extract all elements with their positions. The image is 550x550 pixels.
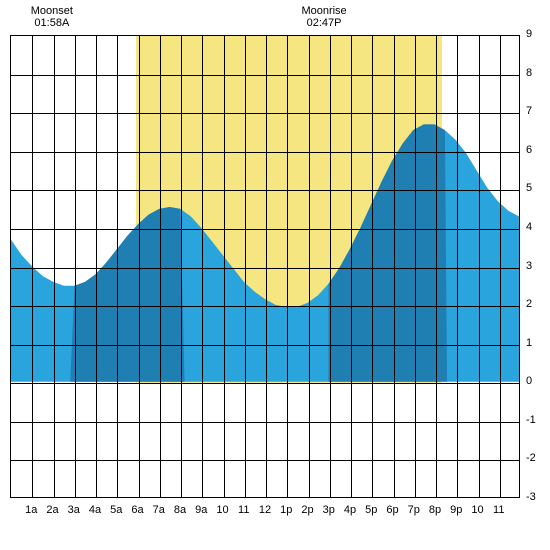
grid-line-v	[181, 36, 182, 497]
annotation-time: 01:58A	[31, 17, 73, 29]
x-tick-label: 11	[493, 504, 504, 516]
grid-line-h	[11, 152, 519, 153]
grid-line-h	[11, 113, 519, 114]
grid-line-v	[202, 36, 203, 497]
y-tick-label: 0	[526, 375, 532, 387]
y-tick-label: 7	[526, 105, 532, 117]
x-tick-label: 3p	[323, 504, 335, 516]
grid-line-h	[11, 345, 519, 346]
x-tick-label: 12	[259, 504, 271, 516]
x-tick-label: 10	[216, 504, 228, 516]
moon-annotation: Moonset01:58A	[31, 5, 73, 29]
y-tick-label: -1	[526, 414, 536, 426]
x-tick-label: 6a	[131, 504, 143, 516]
grid-line-v	[75, 36, 76, 497]
y-tick-label: -2	[526, 452, 536, 464]
grid-line-v	[54, 36, 55, 497]
y-tick-label: -3	[526, 491, 536, 503]
y-tick-label: 6	[526, 144, 532, 156]
grid-line-h	[11, 268, 519, 269]
y-tick-label: 8	[526, 67, 532, 79]
x-tick-label: 5a	[110, 504, 122, 516]
grid-line-v	[436, 36, 437, 497]
grid-line-v	[266, 36, 267, 497]
y-tick-label: 2	[526, 298, 532, 310]
tide-area	[11, 36, 519, 497]
grid-line-h	[11, 229, 519, 230]
x-tick-label: 2p	[301, 504, 313, 516]
grid-line-v	[309, 36, 310, 497]
y-tick-label: 9	[526, 28, 532, 40]
x-tick-label: 7a	[153, 504, 165, 516]
y-tick-label: 3	[526, 260, 532, 272]
grid-line-v	[351, 36, 352, 497]
x-tick-label: 3a	[68, 504, 80, 516]
x-tick-label: 1a	[25, 504, 37, 516]
x-tick-label: 9a	[195, 504, 207, 516]
grid-line-v	[500, 36, 501, 497]
grid-line-v	[96, 36, 97, 497]
grid-line-h	[11, 422, 519, 423]
grid-line-h	[11, 306, 519, 307]
grid-line-h	[11, 460, 519, 461]
grid-line-v	[394, 36, 395, 497]
x-tick-label: 4p	[344, 504, 356, 516]
grid-line-v	[224, 36, 225, 497]
grid-line-v	[139, 36, 140, 497]
grid-line-h	[11, 75, 519, 76]
x-tick-label: 8p	[429, 504, 441, 516]
x-tick-label: 8a	[174, 504, 186, 516]
x-tick-label: 10	[471, 504, 483, 516]
grid-line-v	[457, 36, 458, 497]
grid-line-v	[372, 36, 373, 497]
x-tick-label: 6p	[386, 504, 398, 516]
moon-annotation: Moonrise02:47P	[301, 5, 346, 29]
y-tick-label: 5	[526, 182, 532, 194]
x-tick-label: 7p	[408, 504, 420, 516]
x-tick-label: 2a	[46, 504, 58, 516]
grid-line-h	[11, 190, 519, 191]
grid-line-v	[117, 36, 118, 497]
x-tick-label: 11	[238, 504, 249, 516]
grid-line-v	[245, 36, 246, 497]
plot-area	[10, 35, 520, 498]
annotation-title: Moonset	[31, 5, 73, 17]
x-tick-label: 4a	[89, 504, 101, 516]
annotation-title: Moonrise	[301, 5, 346, 17]
grid-line-v	[479, 36, 480, 497]
grid-line-v	[415, 36, 416, 497]
annotation-time: 02:47P	[301, 17, 346, 29]
x-tick-label: 9p	[450, 504, 462, 516]
y-tick-label: 1	[526, 337, 532, 349]
grid-line-h	[11, 383, 519, 384]
grid-line-v	[160, 36, 161, 497]
x-tick-label: 5p	[365, 504, 377, 516]
tide-chart: -3-2-10123456789 1a2a3a4a5a6a7a8a9a10111…	[0, 0, 550, 550]
x-tick-label: 1p	[280, 504, 292, 516]
grid-line-v	[32, 36, 33, 497]
grid-line-v	[330, 36, 331, 497]
grid-line-v	[287, 36, 288, 497]
y-tick-label: 4	[526, 221, 532, 233]
